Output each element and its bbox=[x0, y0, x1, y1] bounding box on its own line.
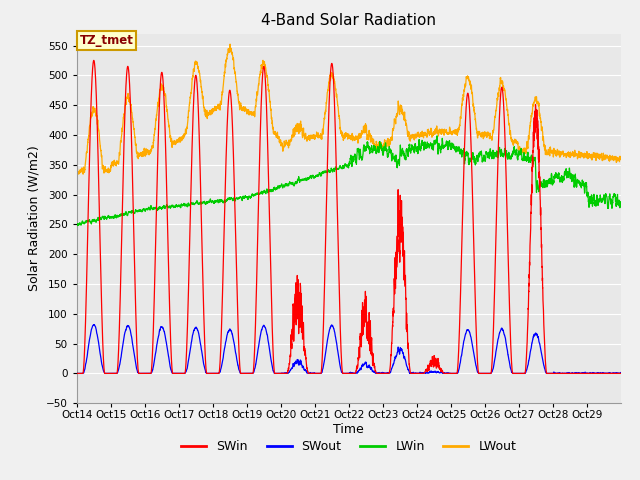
Y-axis label: Solar Radiation (W/m2): Solar Radiation (W/m2) bbox=[28, 145, 40, 291]
X-axis label: Time: Time bbox=[333, 423, 364, 436]
Legend: SWin, SWout, LWin, LWout: SWin, SWout, LWin, LWout bbox=[176, 435, 522, 458]
Title: 4-Band Solar Radiation: 4-Band Solar Radiation bbox=[261, 13, 436, 28]
Text: TZ_tmet: TZ_tmet bbox=[79, 34, 133, 47]
